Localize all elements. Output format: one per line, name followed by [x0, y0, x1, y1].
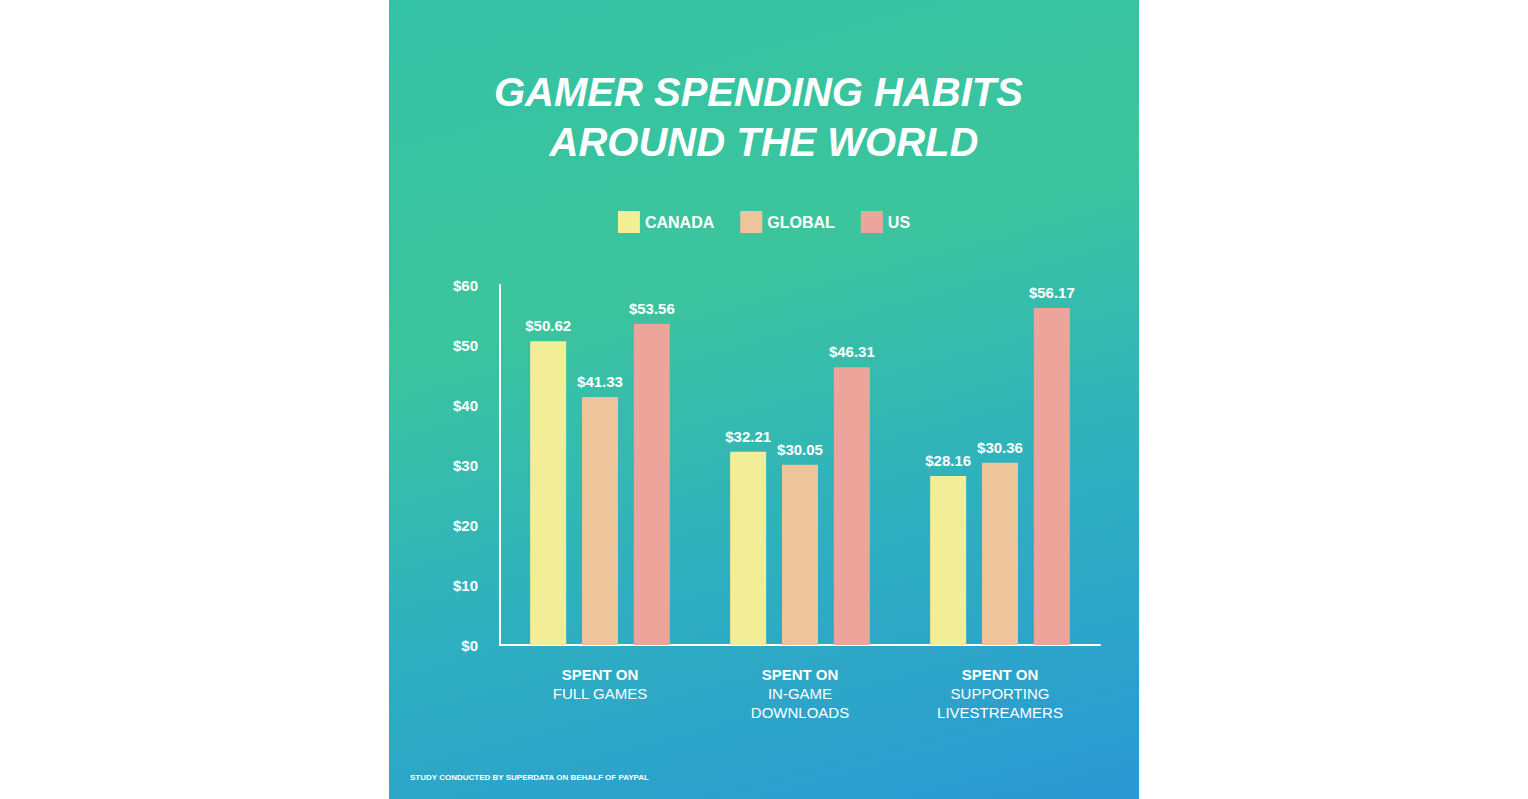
svg-text:$50: $50	[453, 337, 478, 354]
svg-text:$28.16: $28.16	[925, 452, 971, 469]
svg-text:$32.21: $32.21	[725, 428, 771, 445]
svg-text:$30.05: $30.05	[777, 441, 823, 458]
svg-text:GAMER SPENDING HABITS: GAMER SPENDING HABITS	[494, 70, 1034, 114]
svg-text:$46.31: $46.31	[829, 343, 875, 360]
svg-text:CANADA: CANADA	[645, 214, 715, 231]
svg-text:STUDY CONDUCTED BY SUPERDATA O: STUDY CONDUCTED BY SUPERDATA ON BEHALF O…	[410, 773, 649, 782]
svg-text:US: US	[888, 214, 911, 231]
svg-text:AROUND THE WORLD: AROUND THE WORLD	[549, 120, 979, 164]
svg-text:$53.56: $53.56	[629, 300, 675, 317]
svg-text:$41.33: $41.33	[577, 373, 623, 390]
svg-text:$30: $30	[453, 457, 478, 474]
svg-text:FULL GAMES: FULL GAMES	[553, 685, 647, 702]
svg-text:SPENT ON: SPENT ON	[762, 666, 839, 683]
svg-text:$50.62: $50.62	[525, 317, 571, 334]
svg-text:GLOBAL: GLOBAL	[767, 214, 835, 231]
svg-text:SPENT ON: SPENT ON	[562, 666, 639, 683]
svg-text:$56.17: $56.17	[1029, 284, 1075, 301]
svg-text:LIVESTREAMERS: LIVESTREAMERS	[937, 704, 1063, 721]
svg-text:IN-GAME: IN-GAME	[768, 685, 832, 702]
svg-text:SUPPORTING: SUPPORTING	[951, 685, 1050, 702]
svg-text:$30.36: $30.36	[977, 439, 1023, 456]
svg-text:$60: $60	[453, 277, 478, 294]
svg-text:$20: $20	[453, 517, 478, 534]
svg-text:$0: $0	[461, 637, 478, 654]
svg-text:DOWNLOADS: DOWNLOADS	[751, 704, 849, 721]
svg-text:$40: $40	[453, 397, 478, 414]
svg-text:$10: $10	[453, 577, 478, 594]
svg-text:SPENT ON: SPENT ON	[962, 666, 1039, 683]
